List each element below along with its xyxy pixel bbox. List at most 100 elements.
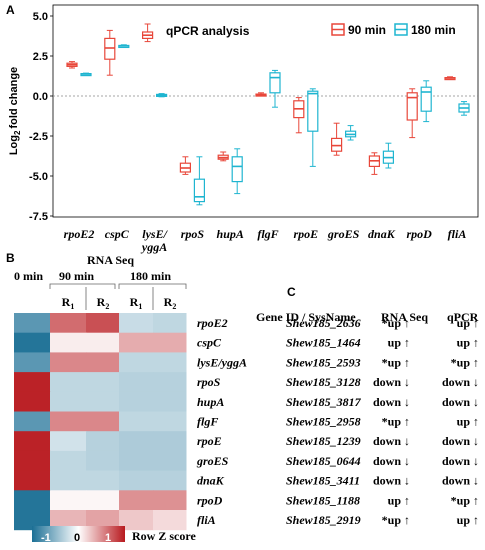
box-180min-rpoS	[193, 156, 205, 206]
table-row: Shew185_3411 down ↓ down ↓	[286, 474, 479, 488]
table-cell-rnaseq: up ↑	[388, 336, 410, 350]
colorbar-label: Row Z score	[132, 529, 196, 543]
panel-label-a: A	[6, 3, 15, 17]
heatmap-cell	[14, 490, 51, 511]
colorbar	[32, 526, 125, 542]
heatmap-cell	[86, 313, 120, 334]
heatmap-cell	[50, 450, 87, 472]
heatmap-cell	[86, 372, 120, 393]
heatmap-cell	[153, 332, 187, 353]
table-row: Shew185_1188 up ↑ *up ↑	[286, 493, 479, 507]
heatmap-cell	[153, 470, 187, 491]
heatmap-row-label: dnaK	[197, 474, 225, 488]
heatmap-cell	[86, 510, 120, 531]
table-cell-qpcr: down ↓	[442, 375, 479, 389]
heatmap-cell	[153, 313, 187, 334]
table-cell-gene-id: Shew185_1188	[286, 493, 360, 507]
heatmap-cell	[153, 372, 187, 393]
box-180min-flgF	[269, 69, 281, 108]
table-header-rnaseq: RNA Seq	[381, 310, 428, 324]
box-series	[66, 23, 470, 206]
table-cell-gene-id: Shew185_0644	[286, 454, 361, 468]
heatmap-cell	[14, 313, 51, 334]
heatmap-cell	[119, 352, 154, 373]
table-cell-gene-id: Shew185_2958	[286, 415, 361, 429]
box-180min-rpoE2	[80, 72, 92, 77]
heatmap-cell	[153, 352, 187, 373]
heatmap-column-label: R1	[62, 295, 75, 311]
x-category-label: groES	[327, 227, 360, 241]
table-row: Shew185_2958 *up ↑ up ↑	[286, 415, 479, 429]
y-tick-label: -5.0	[29, 171, 48, 183]
heatmap-cell	[119, 490, 154, 511]
heatmap-cell	[50, 470, 87, 491]
y-axis: 5.0 2.5 0.0 -2.5 -5.0 -7.5	[29, 11, 53, 223]
box-90min-rpoE2	[66, 61, 78, 69]
table-cell-qpcr: down ↓	[442, 474, 479, 488]
heatmap-row-labels: rpoE2 cspC lysE/yggA rpoS hupA flgF rpoE groES d…	[196, 316, 247, 527]
table-row: Shew185_1239 down ↓ down ↓	[286, 434, 479, 448]
heatmap-group-180min: 180 min	[130, 269, 171, 283]
panel-label-b: B	[6, 251, 15, 265]
heatmap-cell	[14, 391, 51, 412]
table-cell-qpcr: up ↑	[457, 336, 479, 350]
table-cell-gene-id: Shew185_1464	[286, 336, 361, 350]
table-cell-gene-id: Shew185_1239	[286, 434, 361, 448]
table-row: Shew185_1464 up ↑ up ↑	[286, 336, 479, 350]
heatmap-cell	[86, 490, 120, 511]
heatmap-row-label: cspC	[197, 336, 222, 350]
heatmap-row-label: hupA	[197, 395, 224, 409]
y-axis-label-main: Log	[8, 135, 20, 155]
table-row: Shew185_0644 down ↓ down ↓	[286, 454, 479, 468]
heatmap-cell	[50, 411, 87, 432]
box-90min-rpoD	[406, 88, 418, 139]
table-cell-gene-id: Shew185_3411	[286, 474, 360, 488]
table-cell-rnaseq: down ↓	[373, 454, 410, 468]
table-cell-rnaseq: down ↓	[373, 375, 410, 389]
heatmap-cell	[50, 352, 87, 373]
legend-item-90min: 90 min	[331, 23, 386, 37]
table-row: Shew185_3128 down ↓ down ↓	[286, 375, 479, 389]
plot-frame	[52, 4, 479, 218]
box-90min-cspC	[104, 29, 116, 76]
table-cell-qpcr: *up ↑	[451, 493, 479, 507]
box-90min-fliA	[444, 76, 456, 81]
heatmap-cell	[86, 411, 120, 432]
heatmap-row-label: fliA	[197, 513, 216, 527]
heatmap-cell	[14, 411, 51, 432]
heatmap-cell	[153, 391, 187, 412]
heatmap-row-label: flgF	[197, 415, 218, 429]
chart-title: qPCR analysis	[166, 24, 250, 38]
x-category-label: rpoS	[181, 227, 205, 241]
heatmap-cell	[119, 450, 154, 472]
box-90min-rpoS	[179, 156, 191, 175]
box-90min-hupA	[217, 151, 229, 162]
table-header-gene: Gene ID / SysName	[256, 310, 356, 324]
heatmap-cell	[50, 372, 87, 393]
heatmap-cell	[14, 470, 51, 491]
y-tick-label: 2.5	[33, 51, 48, 63]
table-cell-gene-id: Shew185_2593	[286, 355, 361, 369]
heatmap-group-90min: 90 min	[59, 269, 94, 283]
x-category-label: cspC	[105, 227, 130, 241]
heatmap-cell	[86, 450, 120, 472]
heatmap-cell	[153, 411, 187, 432]
x-category-label: lysE/yggA	[140, 227, 169, 254]
heatmap-column-labels: R1 R2 R1 R2	[62, 295, 177, 311]
table-cell-rnaseq: up ↑	[388, 493, 410, 507]
table-rows: Shew185_2636 *up ↑ up ↑Shew185_1464 up ↑ up …	[286, 316, 479, 527]
heatmap-row-label: lysE/yggA	[197, 355, 247, 369]
box-90min-flgF	[255, 92, 267, 97]
legend-label-180min: 180 min	[411, 23, 456, 37]
table-cell-rnaseq: *up ↑	[382, 415, 410, 429]
table-cell-qpcr: down ↓	[442, 434, 479, 448]
table-cell-gene-id: Shew185_3128	[286, 375, 361, 389]
table-cell-rnaseq: *up ↑	[382, 316, 410, 330]
x-category-label: flgF	[257, 227, 278, 241]
y-tick-label: 0.0	[33, 91, 48, 103]
table-cell-qpcr: *up ↑	[451, 355, 479, 369]
heatmap-cell	[153, 431, 187, 452]
table-cell-qpcr: up ↑	[457, 415, 479, 429]
table-header-qpcr: qPCR	[447, 310, 479, 324]
